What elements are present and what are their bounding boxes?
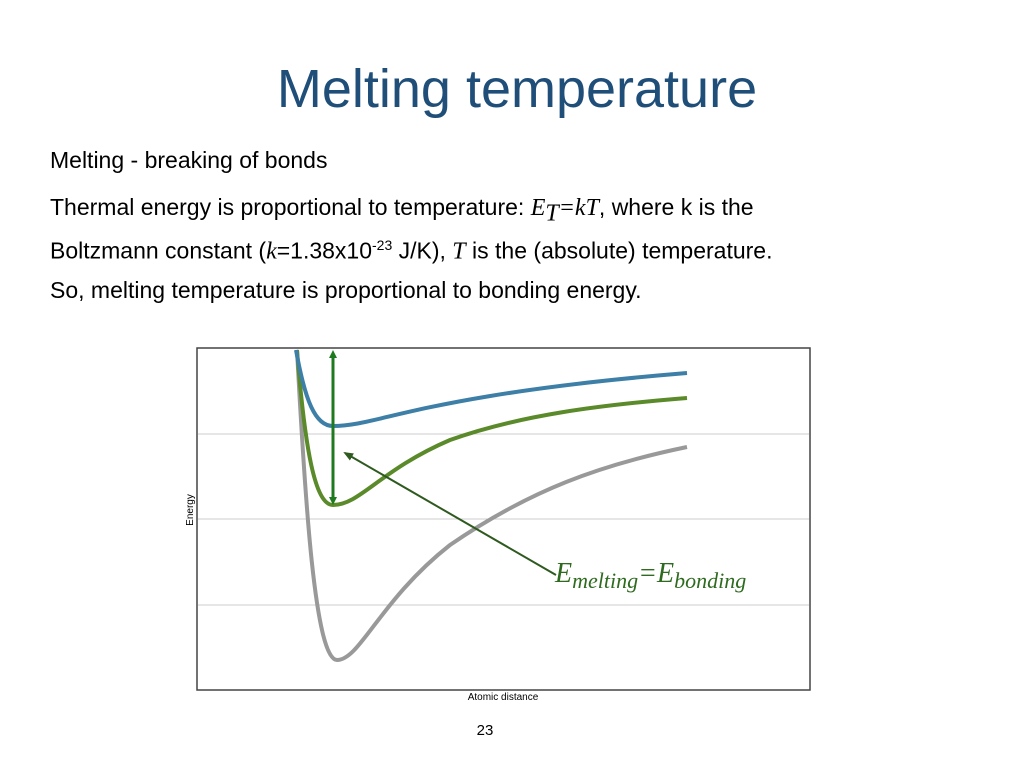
text: Thermal energy is proportional to temper… [50, 194, 531, 220]
text: -23 [372, 236, 393, 253]
y-axis-label: Energy [185, 494, 196, 526]
math: =E [638, 558, 675, 589]
bullet: So, melting temperature is proportional … [50, 275, 642, 306]
x-axis-label: Atomic distance [468, 692, 539, 703]
math: bonding [674, 568, 747, 593]
math: melting [572, 568, 639, 593]
curve [295, 349, 688, 508]
annotation: Emelting=Ebonding [555, 558, 746, 594]
text: , where k is the [598, 194, 754, 220]
pointer-arrow [343, 451, 557, 576]
bullet: Thermal energy is proportional to temper… [50, 192, 772, 267]
math: E [555, 558, 573, 589]
text: Melting - breaking of bonds [50, 147, 328, 173]
text: Boltzmann constant ( [50, 237, 267, 264]
text: =1.38x10 [276, 237, 372, 264]
bullet: Melting - breaking of bonds [50, 145, 327, 176]
slide-title: Melting temperature [276, 59, 758, 119]
text: So, melting temperature is proportional … [50, 277, 642, 303]
curve [294, 349, 688, 429]
math: T [545, 200, 559, 227]
math: T [452, 238, 466, 265]
math: k [266, 238, 277, 265]
curve [295, 349, 688, 663]
text: J/K), [392, 237, 453, 264]
text: is the (absolute) temperature. [465, 237, 773, 264]
page-number: 23 [476, 722, 494, 739]
math: =kT [558, 195, 599, 221]
math: E [530, 195, 546, 221]
